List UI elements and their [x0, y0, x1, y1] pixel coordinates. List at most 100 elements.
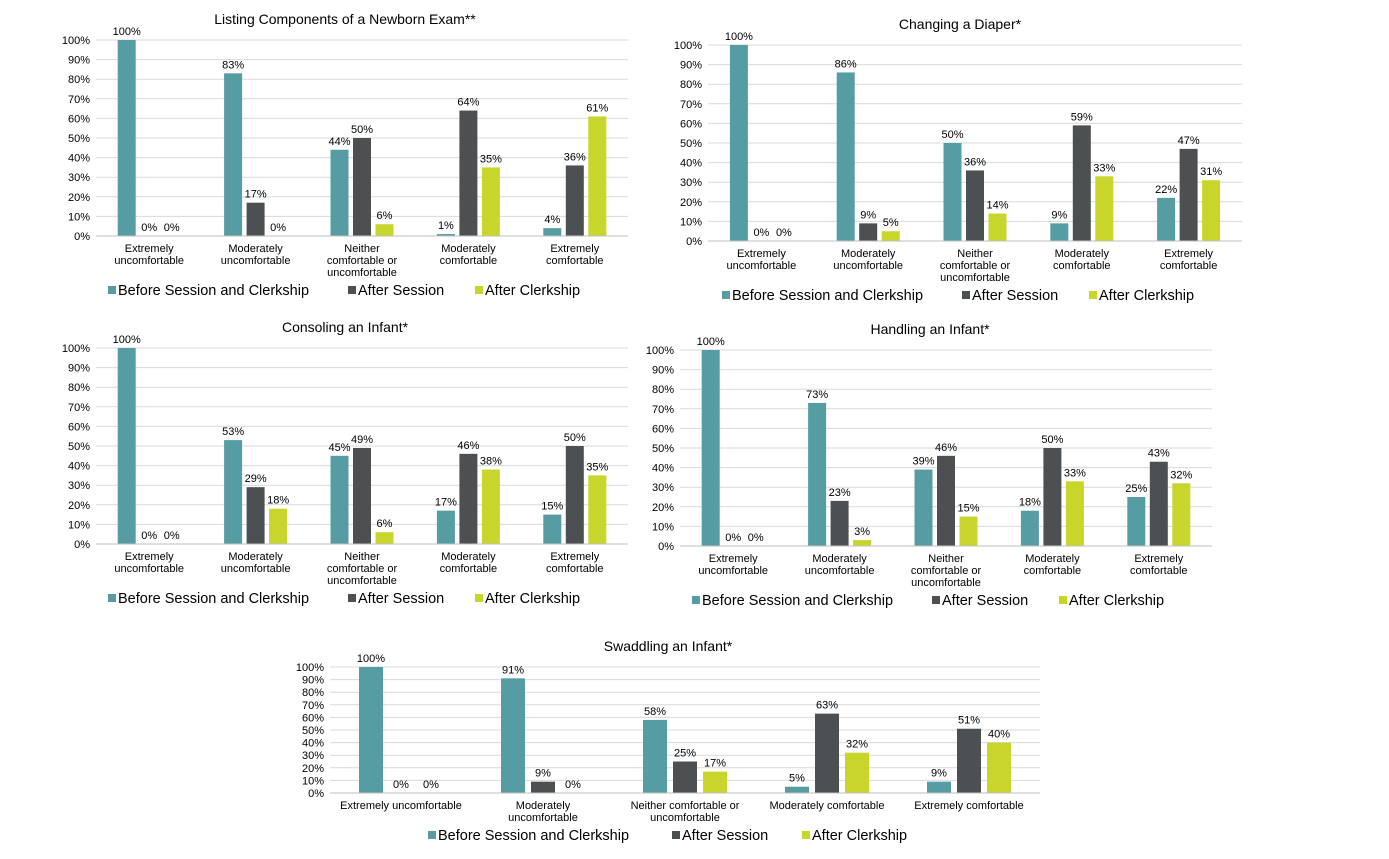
bar: [1065, 481, 1084, 546]
bar: [1095, 176, 1114, 241]
bar: [375, 532, 394, 544]
bar: [459, 453, 478, 544]
legend-swatch: [672, 831, 680, 839]
y-tick-label: 20%: [680, 197, 702, 209]
data-label: 15%: [541, 501, 563, 513]
y-tick-label: 10%: [68, 211, 90, 223]
bar: [481, 167, 500, 236]
y-tick-label: 100%: [62, 35, 90, 47]
x-tick-label: Extremely comfortable: [1160, 248, 1217, 272]
y-tick-label: 90%: [302, 675, 324, 687]
data-label: 5%: [789, 773, 805, 785]
legend-swatch: [932, 596, 940, 604]
x-tick-label: Extremely comfortable: [914, 800, 1023, 812]
y-tick-label: 100%: [296, 662, 324, 674]
data-label: 0%: [776, 227, 792, 239]
legend-swatch: [692, 596, 700, 604]
y-tick-label: 40%: [68, 461, 90, 473]
data-label: 0%: [753, 227, 769, 239]
y-tick-label: 40%: [680, 158, 702, 170]
legend-swatch: [348, 594, 356, 602]
y-tick-label: 90%: [68, 363, 90, 375]
data-label: 53%: [222, 426, 244, 438]
bar: [1050, 223, 1069, 241]
data-label: 49%: [351, 434, 373, 446]
y-tick-label: 60%: [68, 113, 90, 125]
data-label: 36%: [964, 156, 986, 168]
bar: [845, 752, 869, 793]
x-tick-label: Extremely uncomfortable: [114, 551, 184, 575]
data-label: 0%: [725, 532, 741, 544]
y-tick-label: 0%: [686, 236, 702, 248]
x-tick-label: Extremely uncomfortable: [114, 243, 184, 267]
y-tick-label: 30%: [68, 172, 90, 184]
x-tick-label: Neither comfortable or uncomfortable: [327, 243, 398, 279]
y-tick-label: 0%: [308, 788, 324, 800]
bar: [859, 223, 878, 241]
y-tick-label: 30%: [680, 177, 702, 189]
data-label: 40%: [988, 729, 1010, 741]
data-label: 0%: [164, 222, 180, 234]
y-tick-label: 0%: [74, 539, 90, 551]
x-tick-label: Moderately uncomfortable: [508, 800, 578, 824]
x-tick-label: Moderately uncomfortable: [833, 248, 903, 272]
bar: [246, 487, 265, 544]
bar: [808, 402, 827, 546]
x-tick-label: Moderately uncomfortable: [805, 553, 875, 577]
data-label: 64%: [457, 97, 479, 109]
legend-label: After Clerkship: [485, 283, 580, 299]
y-tick-label: 40%: [68, 153, 90, 165]
y-tick-label: 80%: [680, 79, 702, 91]
x-tick-label: Moderately comfortable: [770, 800, 885, 812]
legend-label: Before Session and Clerkship: [702, 593, 893, 609]
x-tick-label: Extremely uncomfortable: [698, 553, 768, 577]
data-label: 18%: [267, 495, 289, 507]
bar: [815, 713, 839, 793]
data-label: 33%: [1064, 467, 1086, 479]
chart-4: Handling an Infant* 0% 10% 20% 30% 40% 50% 60% 7…: [646, 321, 1212, 609]
y-tick-label: 40%: [302, 738, 324, 750]
data-label: 100%: [113, 26, 141, 38]
data-label: 100%: [113, 334, 141, 346]
bar: [117, 40, 136, 236]
bar: [459, 110, 478, 236]
y-tick-label: 80%: [68, 74, 90, 86]
data-label: 63%: [816, 700, 838, 712]
data-label: 9%: [535, 768, 551, 780]
bar: [269, 508, 288, 544]
legend-label: Before Session and Clerkship: [118, 591, 309, 607]
data-label: 1%: [438, 220, 454, 232]
legend-label: After Session: [358, 283, 444, 299]
data-label: 4%: [544, 214, 560, 226]
data-label: 0%: [141, 222, 157, 234]
data-label: 0%: [393, 779, 409, 791]
data-label: 0%: [141, 530, 157, 542]
x-tick-label: Moderately comfortable: [1053, 248, 1110, 272]
data-label: 29%: [245, 473, 267, 485]
bar: [943, 143, 962, 241]
chart-title: Consoling an Infant*: [282, 319, 409, 335]
data-label: 6%: [377, 518, 393, 530]
y-tick-label: 50%: [68, 133, 90, 145]
bar: [224, 440, 243, 544]
legend-label: After Clerkship: [485, 591, 580, 607]
data-label: 0%: [748, 532, 764, 544]
data-label: 25%: [1125, 483, 1147, 495]
y-tick-label: 80%: [68, 382, 90, 394]
bar: [330, 455, 349, 544]
bar: [836, 72, 855, 241]
bar: [703, 771, 727, 793]
legend-swatch: [722, 291, 730, 299]
y-tick-label: 90%: [68, 55, 90, 67]
y-tick-label: 80%: [302, 687, 324, 699]
y-tick-label: 80%: [652, 384, 674, 396]
bar: [1157, 197, 1176, 241]
legend-label: After Clerkship: [1069, 593, 1164, 609]
legend-label: Before Session and Clerkship: [438, 828, 629, 844]
legend-label: After Clerkship: [812, 828, 907, 844]
data-label: 51%: [958, 715, 980, 727]
bar: [785, 786, 809, 793]
data-label: 3%: [854, 526, 870, 538]
y-tick-label: 60%: [68, 421, 90, 433]
bar: [531, 781, 555, 793]
